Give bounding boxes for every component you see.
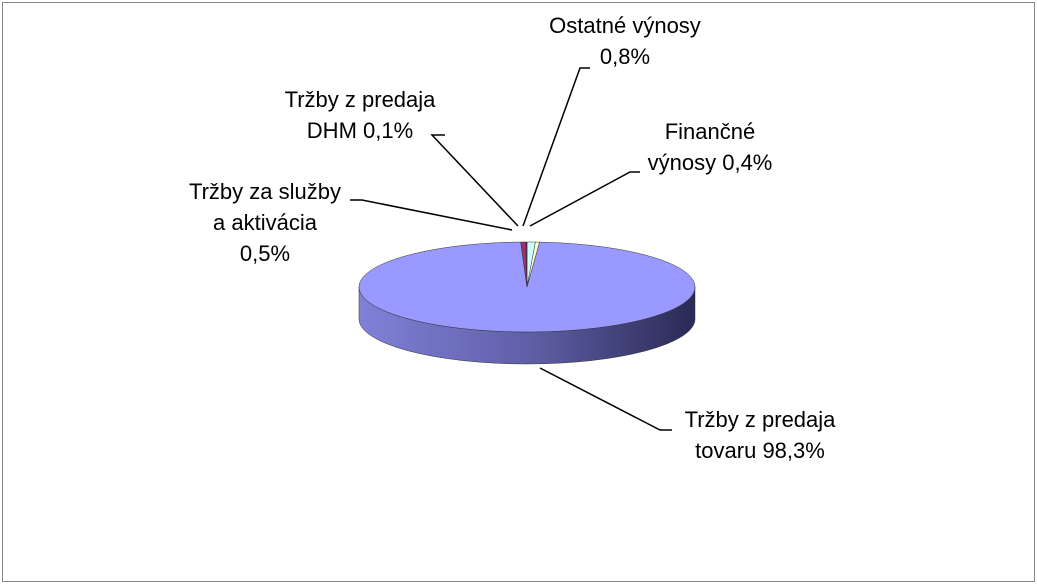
label-name: Ostatné výnosy xyxy=(549,13,701,38)
label-value: 0,8% xyxy=(599,44,651,69)
data-label: Ostatné výnosy 0,8% xyxy=(535,10,715,72)
label-name: Tržby za služby a aktivácia xyxy=(188,179,341,235)
leader-line xyxy=(522,67,590,227)
data-label: Tržby z predaja tovaru 98,3% xyxy=(675,404,845,466)
label-value: 0,1% xyxy=(363,118,414,143)
data-label: Tržby z predaja DHM 0,1% xyxy=(275,84,445,146)
leader-lines xyxy=(350,67,672,431)
pie xyxy=(358,241,696,365)
leader-line xyxy=(350,199,513,231)
label-name: Tržby z predaja DHM xyxy=(284,87,436,143)
label-value: 0,4% xyxy=(722,150,773,175)
data-label: Finančné výnosy 0,4% xyxy=(635,116,785,178)
label-value: 98,3% xyxy=(762,438,825,463)
label-value: 0,5% xyxy=(239,241,291,266)
slice xyxy=(525,241,528,288)
label-name: Tržby z predaja tovaru xyxy=(684,407,836,463)
leader-line xyxy=(430,134,519,227)
data-label: Tržby za služby a aktivácia 0,5% xyxy=(185,176,345,269)
label-name: Finančné výnosy xyxy=(647,119,756,175)
leader-line xyxy=(529,171,640,227)
leader-line xyxy=(539,367,672,431)
